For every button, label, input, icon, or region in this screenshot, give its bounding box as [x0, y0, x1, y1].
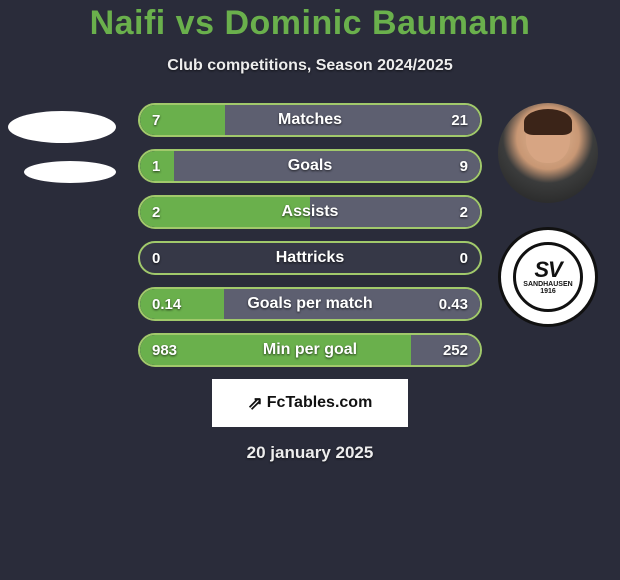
player-right-avatar: [498, 103, 598, 203]
stat-value-left: 0: [152, 243, 160, 273]
comparison-subtitle: Club competitions, Season 2024/2025: [0, 57, 620, 75]
branding-icon: ⇗: [248, 393, 263, 414]
stat-value-right: 2: [460, 197, 468, 227]
branding-text: FcTables.com: [267, 394, 373, 412]
stat-row: 7Matches21: [138, 103, 482, 137]
stat-label: Hattricks: [140, 243, 480, 273]
stat-row: 0.14Goals per match0.43: [138, 287, 482, 321]
stat-label: Goals per match: [140, 289, 480, 319]
comparison-title: Naifi vs Dominic Baumann: [0, 0, 620, 43]
stat-value-right: 21: [451, 105, 468, 135]
stat-value-left: 1: [152, 151, 160, 181]
stat-bars-container: 7Matches211Goals92Assists20Hattricks00.1…: [138, 103, 482, 367]
stat-label: Assists: [140, 197, 480, 227]
stat-value-right: 0.43: [439, 289, 468, 319]
stat-label: Goals: [140, 151, 480, 181]
stat-value-left: 7: [152, 105, 160, 135]
player-left-avatar-placeholder-1: [8, 111, 116, 143]
player-right-club-crest: SV SANDHAUSEN 1916: [498, 227, 598, 327]
crest-text-bottom: 1916: [540, 288, 556, 295]
snapshot-date: 20 january 2025: [0, 443, 620, 463]
stat-value-left: 2: [152, 197, 160, 227]
stat-value-right: 252: [443, 335, 468, 365]
crest-inner: SV SANDHAUSEN 1916: [513, 242, 583, 312]
stat-value-right: 0: [460, 243, 468, 273]
stat-row: 983Min per goal252: [138, 333, 482, 367]
stat-label: Min per goal: [140, 335, 480, 365]
stat-value-right: 9: [460, 151, 468, 181]
stat-value-left: 983: [152, 335, 177, 365]
stat-label: Matches: [140, 105, 480, 135]
crest-text-mid: SANDHAUSEN: [523, 281, 572, 288]
crest-text-top: SV: [534, 259, 561, 281]
comparison-content: SV SANDHAUSEN 1916 7Matches211Goals92Ass…: [0, 103, 620, 367]
stat-row: 2Assists2: [138, 195, 482, 229]
player-left-avatar-placeholder-2: [24, 161, 116, 183]
stat-value-left: 0.14: [152, 289, 181, 319]
stat-row: 1Goals9: [138, 149, 482, 183]
stat-row: 0Hattricks0: [138, 241, 482, 275]
branding-badge: ⇗ FcTables.com: [212, 379, 408, 427]
